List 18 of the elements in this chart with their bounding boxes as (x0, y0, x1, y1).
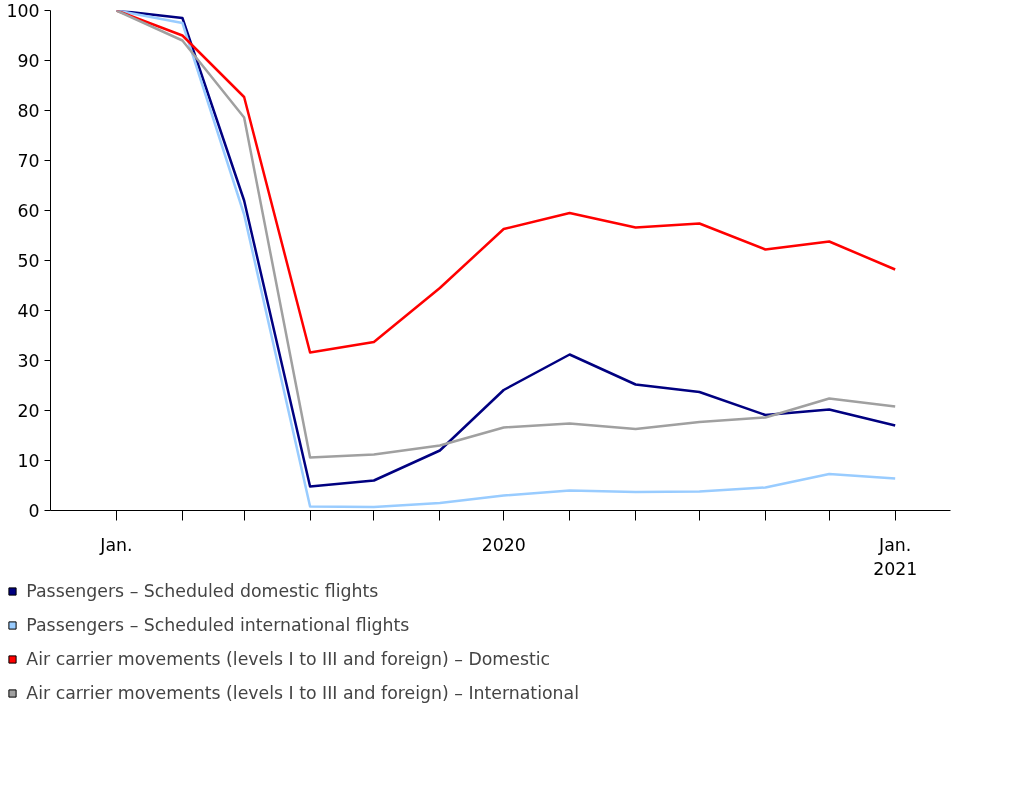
y-tick-label: 60 (17, 201, 40, 221)
y-tick-label: 70 (17, 151, 40, 171)
legend-label: Passengers – Scheduled domestic flights (26, 581, 379, 601)
y-tick-label: 30 (17, 351, 40, 371)
y-tick-label: 0 (28, 501, 40, 521)
y-tick-label: 90 (17, 51, 40, 71)
y-tick-label: 80 (17, 101, 40, 121)
x-tick-label: Jan. 2021 (873, 534, 918, 579)
y-tick-label: 20 (17, 401, 40, 421)
y-tick-label: 100 (6, 1, 40, 21)
x-tick-label: 2020 (481, 534, 526, 555)
legend-label: Air carrier movements (levels I to III and foreign) – International (26, 683, 579, 703)
y-tick-label: 50 (17, 251, 40, 271)
x-tick-label: Jan. (99, 534, 133, 555)
y-tick-label: 10 (17, 451, 40, 471)
y-tick-label: 40 (17, 301, 40, 321)
legend-label: Passengers – Scheduled international flights (26, 615, 410, 635)
legend-label: Air carrier movements (levels I to III and foreign) – Domestic (26, 649, 551, 669)
